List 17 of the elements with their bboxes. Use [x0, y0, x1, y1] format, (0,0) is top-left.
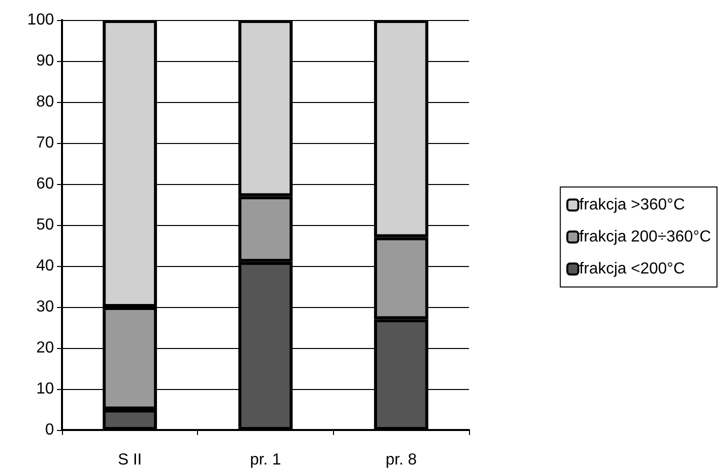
x-tick-label: pr. 8	[386, 452, 417, 468]
y-tick-label: 70	[36, 134, 54, 152]
y-tick-label: 80	[36, 94, 54, 110]
y-tick-label: 50	[36, 216, 54, 234]
y-tick-label: 0	[45, 422, 54, 438]
x-tick-label: S II	[118, 452, 142, 468]
legend-label: frakcja 200÷360°C	[579, 228, 712, 246]
legend-label: frakcja >360°C	[579, 196, 685, 214]
legend-label: frakcja <200°C	[579, 260, 685, 278]
y-tick-label: 20	[36, 340, 54, 356]
y-tick-label: 40	[36, 258, 54, 274]
y-tick-label: 90	[36, 52, 54, 70]
y-tick-label: 60	[36, 176, 54, 192]
y-tick-label: 100	[27, 12, 54, 28]
y-tick-label: 10	[36, 380, 54, 398]
y-tick-label: 30	[36, 298, 54, 316]
x-tick-label: pr. 1	[250, 452, 282, 468]
